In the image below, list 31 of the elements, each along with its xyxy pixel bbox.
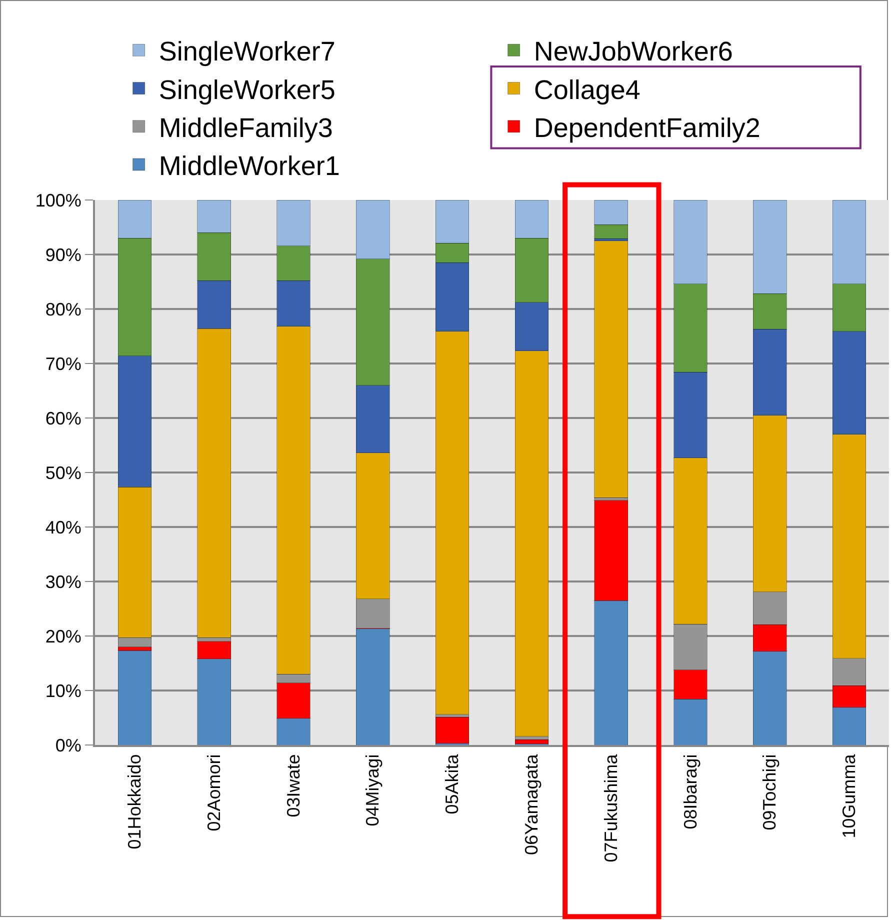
legend-label: MiddleFamily3: [158, 112, 333, 143]
y-tick-label: 10%: [45, 680, 82, 701]
y-tick-label: 60%: [45, 408, 82, 428]
y-tick-label: 90%: [45, 244, 82, 265]
x-tick-label: 08Ibaragi: [680, 754, 700, 830]
x-tick-label: 09Tochigi: [760, 754, 780, 830]
y-tick-label: 0%: [55, 735, 82, 756]
bar: [435, 716, 470, 744]
y-tick-label: 100%: [35, 190, 82, 210]
y-tick-label: 80%: [45, 299, 82, 320]
legend-label: MiddleWorker1: [158, 150, 340, 181]
x-tick-label: 05Akita: [442, 753, 462, 814]
y-tick-label: 30%: [45, 572, 82, 592]
y-tick-label: 50%: [45, 462, 82, 483]
legend-label: NewJobWorker6: [534, 36, 733, 67]
legend-label: SingleWorker5: [158, 74, 336, 105]
x-tick-label: 01Hokkaido: [124, 754, 145, 850]
y-tick-label: 70%: [45, 354, 82, 374]
x-tick-label: 04Miyagi: [362, 754, 383, 826]
y-tick-label: 20%: [45, 626, 82, 646]
y-tick-label: 40%: [45, 517, 82, 538]
legend-label: DependentFamily2: [534, 112, 760, 143]
bar: [118, 650, 152, 745]
x-tick-label: 07Fukushima: [600, 753, 621, 862]
x-tick-label: 06Yamagata: [522, 753, 542, 855]
x-tick-label: 02Aomori: [204, 754, 224, 832]
legend-label: SingleWorker7: [158, 36, 336, 67]
legend-label: Collage4: [534, 74, 640, 105]
bar: [594, 240, 628, 498]
x-tick-label: 03Iwate: [283, 754, 304, 818]
x-tick-label: 10Gumma: [839, 753, 860, 838]
